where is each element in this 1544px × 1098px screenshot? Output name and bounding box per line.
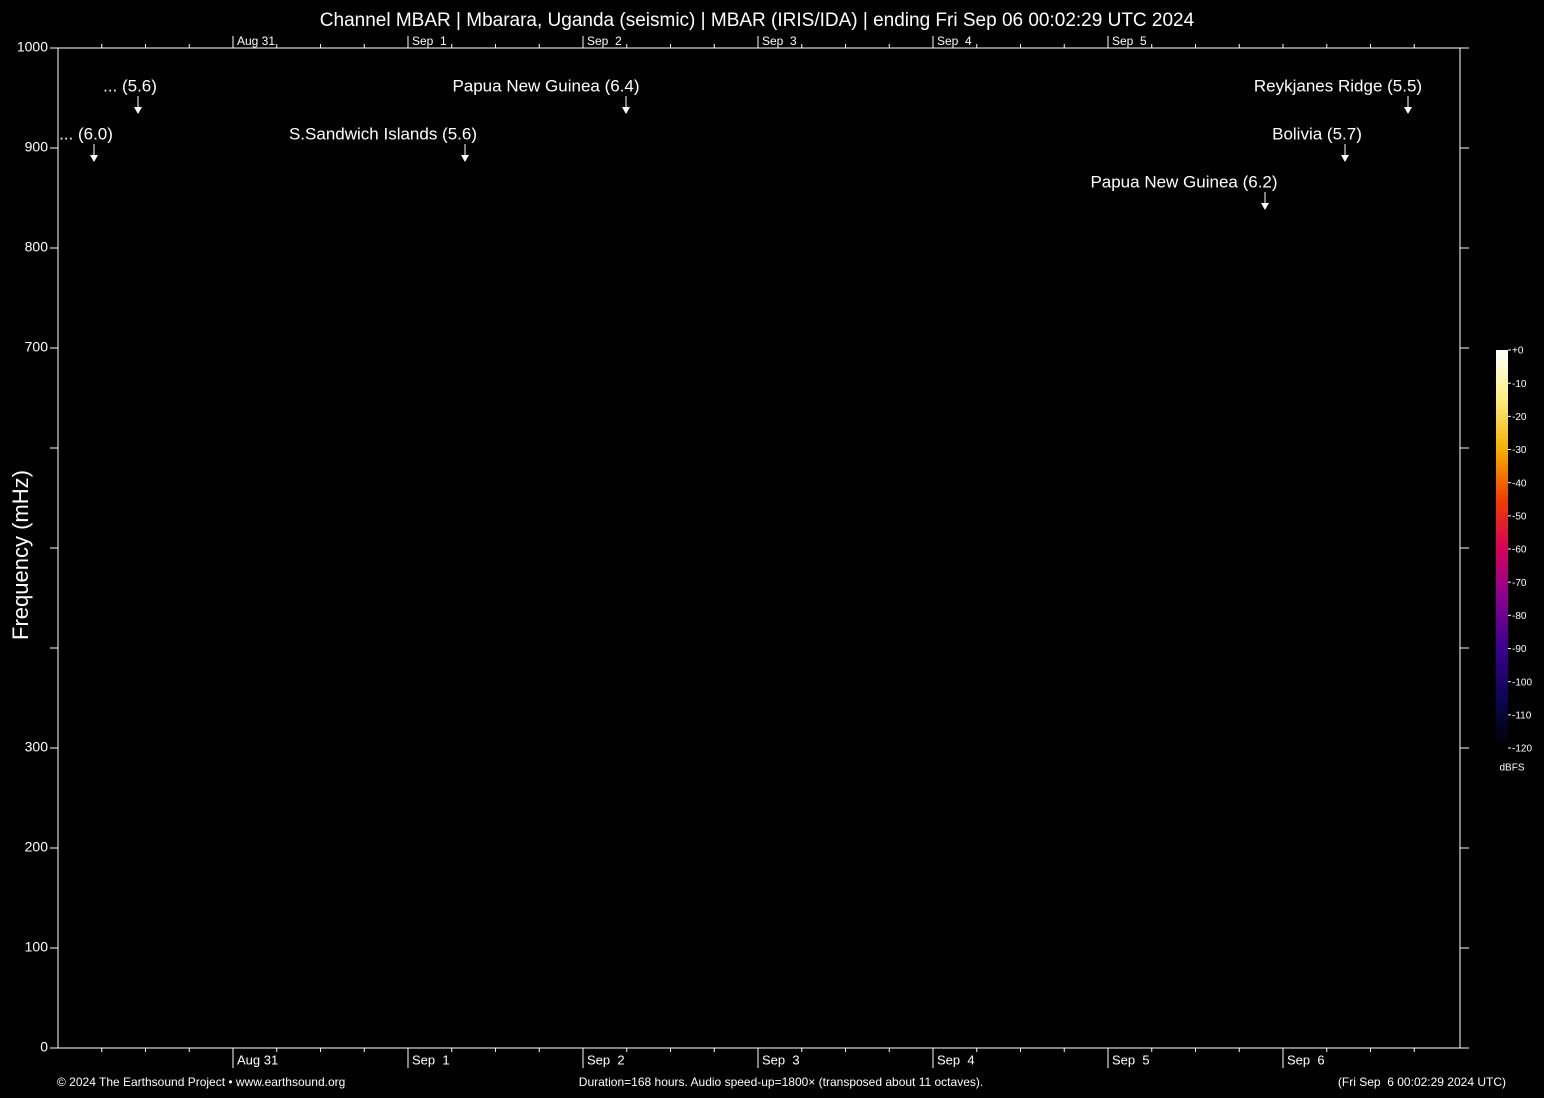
x-tick-label-top: Aug 31 bbox=[237, 34, 275, 48]
x-tick-label: Aug 31 bbox=[237, 1052, 278, 1067]
event-label: ... (5.6) bbox=[103, 76, 157, 95]
chart-title: Channel MBAR | Mbarara, Uganda (seismic)… bbox=[320, 10, 1195, 31]
y-tick-label: 900 bbox=[25, 139, 49, 155]
event-label: Papua New Guinea (6.4) bbox=[452, 76, 639, 95]
event-label: Papua New Guinea (6.2) bbox=[1090, 172, 1277, 191]
colorbar-tick-label: -90 bbox=[1512, 644, 1527, 655]
y-tick-label: 200 bbox=[25, 839, 49, 855]
y-tick-label: 800 bbox=[25, 239, 49, 255]
event-arrowhead bbox=[1404, 107, 1412, 114]
colorbar bbox=[1496, 350, 1508, 748]
footer-center: Duration=168 hours. Audio speed-up=1800×… bbox=[579, 1075, 983, 1089]
x-tick-label: Sep 3 bbox=[762, 1052, 800, 1067]
y-tick-label: 0 bbox=[40, 1039, 48, 1055]
y-tick-label: 300 bbox=[25, 739, 49, 755]
colorbar-tick-label: -120 bbox=[1512, 744, 1532, 755]
colorbar-tick-label: -10 bbox=[1512, 379, 1527, 390]
event-arrowhead bbox=[461, 155, 469, 162]
colorbar-tick-label: -80 bbox=[1512, 611, 1527, 622]
x-tick-label: Sep 1 bbox=[412, 1052, 450, 1067]
colorbar-tick-label: -110 bbox=[1512, 710, 1532, 721]
y-tick-label: 700 bbox=[25, 339, 49, 355]
x-tick-label-top: Sep 5 bbox=[1112, 34, 1147, 48]
y-tick-label: 100 bbox=[25, 939, 49, 955]
colorbar-tick-label: +0 bbox=[1512, 346, 1524, 357]
colorbar-tick-label: -60 bbox=[1512, 545, 1527, 556]
colorbar-tick-label: -100 bbox=[1512, 677, 1532, 688]
colorbar-tick-label: -40 bbox=[1512, 478, 1527, 489]
event-arrowhead bbox=[90, 155, 98, 162]
footer-left: © 2024 The Earthsound Project • www.eart… bbox=[57, 1075, 345, 1089]
x-tick-label-top: Sep 2 bbox=[587, 34, 622, 48]
x-tick-label-top: Sep 1 bbox=[412, 34, 447, 48]
colorbar-tick-label: -50 bbox=[1512, 511, 1527, 522]
colorbar-label: dBFS bbox=[1499, 763, 1524, 774]
y-tick-label: 1000 bbox=[17, 39, 48, 55]
x-tick-label: Sep 6 bbox=[1287, 1052, 1325, 1067]
event-arrowhead bbox=[134, 107, 142, 114]
event-label: ... (6.0) bbox=[59, 124, 113, 143]
x-tick-label: Sep 4 bbox=[937, 1052, 975, 1067]
y-axis-label: Frequency (mHz) bbox=[8, 470, 33, 640]
x-tick-label: Sep 2 bbox=[587, 1052, 625, 1067]
colorbar-tick-label: -70 bbox=[1512, 578, 1527, 589]
x-tick-label-top: Sep 3 bbox=[762, 34, 797, 48]
colorbar-tick-label: -30 bbox=[1512, 445, 1527, 456]
x-tick-label: Sep 5 bbox=[1112, 1052, 1150, 1067]
event-label: Bolivia (5.7) bbox=[1272, 124, 1362, 143]
event-label: Reykjanes Ridge (5.5) bbox=[1254, 76, 1422, 95]
footer-right: (Fri Sep 6 00:02:29 2024 UTC) bbox=[1338, 1075, 1506, 1089]
colorbar-tick-label: -20 bbox=[1512, 412, 1527, 423]
event-label: S.Sandwich Islands (5.6) bbox=[289, 124, 477, 143]
event-arrowhead bbox=[1341, 155, 1349, 162]
event-arrowhead bbox=[622, 107, 630, 114]
x-tick-label-top: Sep 4 bbox=[937, 34, 972, 48]
event-arrowhead bbox=[1261, 203, 1269, 210]
